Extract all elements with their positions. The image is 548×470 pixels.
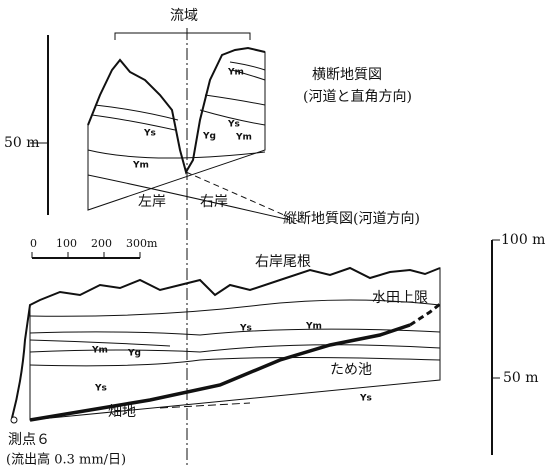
scale-label: 100 [56,237,77,250]
field-label: 畑地 [108,404,136,420]
cross-section: 50 m 流域 Ym Ys Yg Ym Ys Ym 左岸 右岸 横断地質図 (河… [4,8,412,222]
unit-label: Ys [143,129,156,139]
strata-line [88,62,290,220]
bank-label: 左岸 [138,194,166,210]
section-title: 横断地質図 [312,67,382,83]
scale-label: 0 [30,237,37,250]
scale-label: 100 m [501,232,545,248]
scale-label: 200 [91,237,112,250]
strata-line [30,300,440,366]
scale-label: 50 m [4,135,40,151]
station-label: 測点６ [8,432,50,448]
bank-label: 右岸 [200,194,228,210]
scale-label: 50 m [503,370,539,386]
basin-bracket [115,33,250,40]
unit-label: Ys [239,324,252,334]
paddy-extension [410,304,440,325]
unit-label: Ym [91,346,108,356]
unit-label: Ym [227,68,244,78]
station-note: (流出高 0.3 mm/日) [6,452,126,468]
diagram: 50 m 流域 Ym Ys Yg Ym Ys Ym 左岸 右岸 横断地質図 (河… [0,0,548,470]
unit-label: Ym [235,133,252,143]
section-title: 縦断地質図(河道方向) [283,211,420,227]
scale-label: 300m [126,237,158,250]
basin-label: 流域 [170,8,198,24]
ridge-label: 右岸尾根 [255,254,311,270]
unit-label: Ys [94,384,107,394]
unit-label: Ys [227,120,240,130]
station-marker [11,417,17,423]
unit-label: Yg [127,349,141,359]
longitudinal-section: 縦断地質図(河道方向) 0 100 200 300m 100 m 50 m 右岸… [6,211,545,468]
unit-label: Yg [202,132,216,142]
section-subtitle: (河道と直角方向) [303,88,412,105]
unit-label: Ys [359,394,372,404]
pond-label: ため池 [330,362,372,378]
unit-label: Ym [132,161,149,171]
paddy-limit-label: 水田上限 [372,290,428,306]
unit-label: Ym [305,322,322,332]
